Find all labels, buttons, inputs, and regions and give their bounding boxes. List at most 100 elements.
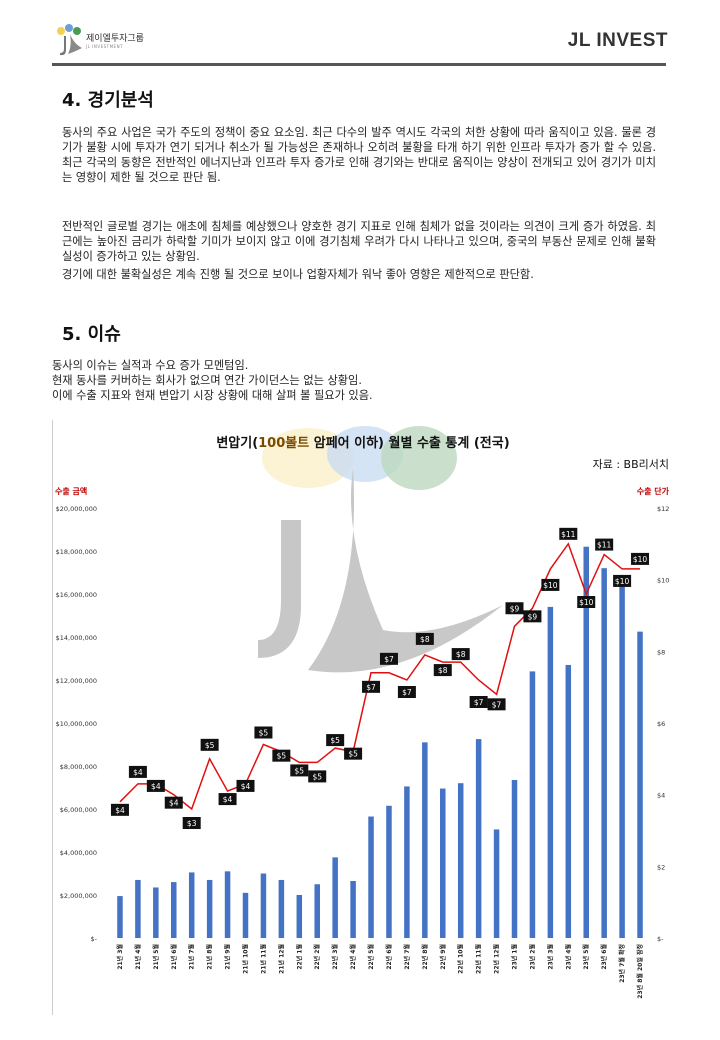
left-tick-label: $8,000,000: [60, 763, 97, 771]
svg-text:$9: $9: [528, 612, 538, 621]
unit-price-label: $4: [146, 779, 165, 792]
svg-text:$5: $5: [259, 729, 269, 738]
logo-subtext: JL INVESTMENT: [86, 44, 124, 49]
svg-text:$4: $4: [169, 799, 179, 808]
unit-price-label: $7: [469, 696, 488, 708]
svg-text:$3: $3: [187, 819, 197, 828]
page-header: 제이엘투자그룹 JL INVESTMENT JL INVEST: [0, 0, 720, 70]
svg-text:$4: $4: [223, 795, 233, 804]
x-tick-label: 21년 5월: [152, 944, 160, 970]
left-tick-label: $2,000,000: [60, 892, 97, 900]
unit-price-label: $7: [397, 686, 416, 698]
left-tick-label: $6,000,000: [60, 806, 97, 814]
export-amount-bar: [242, 892, 249, 938]
left-tick-label: $10,000,000: [56, 720, 97, 728]
unit-price-label: $5: [254, 726, 273, 739]
export-amount-bar: [278, 879, 285, 938]
unit-price-label: $11: [595, 538, 614, 551]
issue-line-2: 현재 동사를 커버하는 회사가 없으며 연간 가이던스는 없는 상황임.: [52, 374, 362, 387]
logo-j-shape: [60, 36, 66, 56]
unit-price-label: $10: [631, 552, 650, 565]
company-logo: [57, 24, 82, 56]
x-tick-label: 21년 8월: [206, 944, 214, 970]
left-axis-label: 수출 금액: [55, 487, 88, 496]
unit-price-label: $5: [290, 764, 309, 777]
svg-text:$11: $11: [597, 541, 612, 550]
svg-text:$5: $5: [295, 766, 305, 775]
unit-price-label: $11: [559, 527, 578, 540]
export-amount-bar: [601, 568, 607, 938]
x-tick-label: 23년 4월: [564, 944, 572, 970]
x-tick-label: 23년 2월: [528, 944, 536, 970]
logo-yellow-dot: [57, 27, 65, 35]
export-amount-bar: [171, 882, 177, 938]
export-amount-bar: [457, 783, 464, 938]
export-amount-bar: [117, 896, 123, 938]
x-tick-label: 21년 7월: [188, 944, 196, 970]
chart-title-part-1: 변압기(: [216, 436, 259, 451]
right-axis-label: 수출 단가: [636, 487, 669, 496]
unit-price-label: $3: [182, 817, 201, 829]
export-amount-bar: [350, 881, 356, 938]
watermark-green-dot: [381, 426, 457, 490]
x-tick-label: 22년 1월: [295, 944, 303, 970]
svg-text:$5: $5: [277, 752, 287, 761]
x-tick-label: 23년 7월 확정: [618, 944, 626, 983]
export-amount-bar: [224, 871, 231, 938]
x-tick-label: 23년 8월 20일 잠정: [636, 944, 644, 999]
chart-title-part-2: 암페어 이하) 월별 수출 통계 (전국): [309, 436, 510, 451]
export-chart: $4 $4 $4 $4 $3 $5 $4 $4 $5 $5 $5 $5 $5 $5 $7 $7 $7 $8 $8 $8…: [52, 420, 673, 1015]
unit-price-label: $4: [164, 796, 183, 809]
x-tick-label: 22년 11월: [475, 944, 483, 974]
right-tick-label: $12: [657, 505, 669, 513]
x-tick-label: 23년 3월: [546, 944, 554, 970]
logo-text: 제이엘투자그룹: [86, 34, 144, 44]
export-amount-bar: [368, 816, 374, 938]
svg-text:$8: $8: [456, 650, 466, 659]
chart-title: 변압기(100볼트 암페어 이하) 월별 수출 통계 (전국): [53, 432, 673, 451]
svg-text:$8: $8: [438, 666, 448, 675]
export-amount-bar: [260, 873, 267, 938]
x-tick-label: 22년 5월: [367, 944, 375, 970]
section-5-title: 5. 이슈: [62, 324, 121, 345]
svg-text:$10: $10: [633, 555, 648, 564]
watermark-j-shape: [258, 520, 301, 658]
unit-price-line: [119, 542, 640, 811]
watermark-l-shape: [308, 468, 503, 673]
svg-text:$8: $8: [420, 635, 430, 644]
chart-title-highlight: 100볼트: [258, 436, 310, 451]
unit-price-label: $4: [218, 793, 237, 806]
x-tick-label: 21년 10월: [242, 944, 250, 974]
svg-text:$11: $11: [561, 530, 576, 539]
export-amount-bar: [637, 631, 643, 938]
export-amount-bar: [493, 829, 500, 938]
x-tick-label: 22년 12월: [493, 944, 501, 974]
right-tick-label: $-: [657, 935, 664, 943]
section-4-paragraph-1: 동사의 주요 사업은 국가 주도의 정책이 중요 요소임. 최근 다수의 발주 …: [62, 126, 656, 184]
export-amount-bar: [529, 671, 536, 938]
logo-blue-dot: [65, 24, 73, 32]
x-tick-label: 23년 6월: [600, 944, 608, 970]
unit-price-label: $7: [487, 698, 506, 711]
unit-price-label: $5: [344, 747, 363, 760]
right-tick-label: $6: [657, 720, 665, 728]
svg-text:$4: $4: [241, 782, 251, 791]
left-tick-label: $18,000,000: [56, 548, 97, 556]
unit-price-label: $10: [541, 578, 560, 591]
svg-text:$7: $7: [366, 683, 376, 692]
unit-price-label: $7: [362, 680, 381, 693]
unit-price-label: $9: [523, 610, 542, 623]
x-tick-label: 22년 10월: [457, 944, 465, 974]
svg-text:$10: $10: [543, 581, 558, 590]
export-amount-bar: [386, 805, 392, 938]
x-tick-label: 22년 4월: [349, 944, 357, 970]
watermark-logo: [258, 426, 503, 673]
x-tick-label: 21년 3월: [116, 944, 124, 970]
x-tick-label: 21년 6월: [170, 944, 178, 970]
export-amount-bar: [547, 606, 554, 938]
svg-text:$5: $5: [205, 741, 215, 750]
section-5-body: 동사의 이슈는 실적과 수요 증가 모멘텀임. 현재 동사를 커버하는 회사가 …: [52, 358, 373, 403]
svg-text:$4: $4: [115, 806, 125, 815]
unit-price-label: $5: [308, 770, 327, 783]
svg-text:$5: $5: [348, 750, 358, 759]
